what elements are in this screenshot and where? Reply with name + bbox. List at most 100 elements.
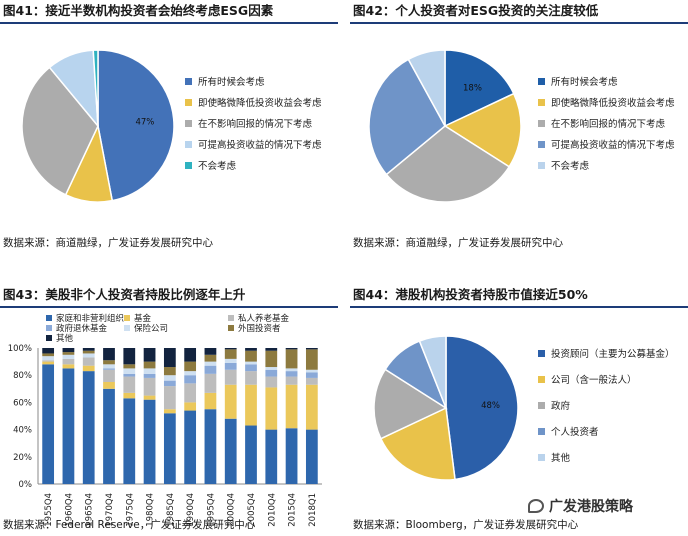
legend-label: 其他 [551,453,571,464]
legend-item: 可提高投资收益的情况下考虑 [538,137,675,151]
bar-segment [265,350,278,368]
bar-segment [163,386,176,410]
bar-segment [62,364,75,369]
legend-swatch [228,325,234,331]
bar-segment [245,348,257,351]
bar-segment [123,368,136,374]
bar-segment [305,429,318,484]
bar-segment [42,356,55,361]
legend-item: 即使略微降低投资收益会考虑 [185,95,322,109]
legend-swatch [124,315,130,321]
legend-swatch [185,161,192,169]
legend-item: 所有时候会考虑 [538,74,618,88]
bar-segment [204,392,217,410]
legend-item: 政府 [538,398,570,412]
legend-label: 投资顾问（主要为公募基金） [551,349,675,360]
legend-item: 在不影响回报的情况下考虑 [185,116,312,130]
bar-segment [143,395,156,400]
pie-slice-4 [407,49,446,127]
legend-label: 在不影响回报的情况下考虑 [551,119,666,130]
bar-segment [204,365,217,374]
bar-segment [265,429,278,484]
legend-swatch [185,77,192,85]
legend-label: 家庭和非营利组织 [56,314,125,324]
legend-label: 其他 [56,334,74,344]
x-tick-label: 1960Q4 [64,493,74,527]
legend-item: 个人投资者 [538,424,599,438]
legend-label: 不会考虑 [551,161,590,172]
legend-label: 可提高投资收益的情况下考虑 [551,140,675,151]
x-tick-label: 2000Q4 [227,493,237,527]
y-tick-label: 80% [13,371,32,381]
legend-item: 即使略微降低投资收益会考虑 [538,95,675,109]
bar-segment [305,372,318,378]
bar-segment [285,376,298,385]
x-tick-label: 1995Q4 [206,493,216,527]
bar-segment [265,376,278,388]
bar-segment [163,348,176,368]
figure-44-source: 数据来源：Bloomberg，广发证券发展研究中心 [353,519,579,531]
bar-segment [143,377,156,396]
legend-label: 私人养老基金 [238,314,290,324]
bar-segment [224,362,237,370]
bar-segment [265,348,278,351]
bar-segment [82,350,95,354]
legend-label: 可提高投资收益的情况下考虑 [198,140,322,151]
bar-segment [82,357,95,366]
figure-41-title: 图41：接近半数机构投资者会始终考虑ESG因素 [0,0,338,24]
y-tick-label: 0% [19,480,33,490]
x-tick-label: 1990Q4 [186,493,196,527]
figure-42-title: 图42：个人投资者对ESG投资的关注度较低 [350,0,688,24]
legend-label: 政府 [551,401,571,412]
bar-segment [184,371,197,376]
pie-slice-4 [92,49,99,127]
legend-item: 不会考虑 [538,158,589,172]
x-tick-label: 1970Q4 [105,493,115,527]
pie-slice-2 [385,125,511,203]
legend-item: 私人养老基金 [228,312,289,324]
legend-label: 外国投资者 [238,324,281,334]
bar-segment [103,388,115,484]
bar-segment [103,382,115,389]
bar-segment [143,361,156,369]
bar-segment [265,369,278,377]
watermark: 广发港股策略 [528,496,633,516]
legend-item: 投资顾问（主要为公募基金） [538,346,675,360]
figure-43-source: 数据来源：Federal Reserve，广发证券发展研究中心 [3,519,256,531]
pie-slice-3 [368,58,446,176]
bar-segment [163,380,176,387]
bar-segment [62,358,75,365]
pie-slice-0 [444,49,515,128]
bar-segment [245,350,257,362]
y-tick-label: 20% [13,453,32,463]
legend-item: 公司（含一般法人） [538,372,637,386]
legend-swatch [538,453,545,461]
pie-slice-1 [443,92,522,168]
legend-item: 基金 [124,312,151,324]
pie-slice-4 [418,335,447,409]
legend-swatch [538,401,545,409]
bar-segment [103,368,115,370]
bar-segment [163,413,176,484]
pie-data-label: 47% [135,118,154,128]
bar-segment [82,353,95,358]
figure-43-stacked-bar-chart: 0% 20% 40% 60% 80% 100% 1955Q4 1960Q4 1965Q4 1970… [8,344,322,527]
legend-swatch [538,349,545,357]
watermark-text: 广发港股策略 [549,499,633,515]
bar-segment [123,348,136,365]
legend-swatch [46,335,52,341]
legend-item: 其他 [46,332,73,344]
bar-segment [103,369,115,382]
bar-segment [62,354,75,359]
x-tick-label: 1985Q4 [166,493,176,527]
bar-segment [42,361,55,365]
bar-segment [245,361,257,365]
bar-segment [42,348,55,354]
legend-swatch [538,375,545,383]
figure-41-panel: 图41：接近半数机构投资者会始终考虑ESG因素 47% 所有时候会考虑 即使略微降… [0,0,338,262]
bar-segment [143,399,156,484]
pie-slice-2 [21,66,99,196]
bar-segment [224,418,237,484]
legend-swatch [538,77,545,85]
figure-42-pie-chart: 18% [368,49,522,203]
